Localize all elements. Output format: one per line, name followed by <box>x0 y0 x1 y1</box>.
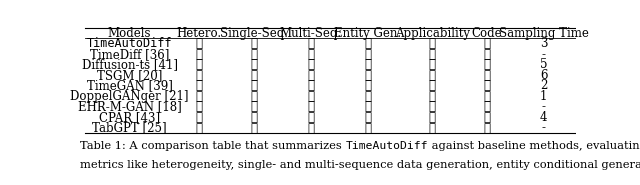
Text: Table 1: A comparison table that summarizes: Table 1: A comparison table that summari… <box>80 141 346 151</box>
Text: Code: Code <box>472 27 502 40</box>
Text: ✓: ✓ <box>250 69 257 82</box>
Text: CPAR [43]: CPAR [43] <box>99 111 160 124</box>
Text: metrics like heterogeneity, single- and multi-sequence data generation, entity c: metrics like heterogeneity, single- and … <box>80 160 640 170</box>
Text: ✗: ✗ <box>196 79 202 92</box>
Text: ✗: ✗ <box>307 90 314 103</box>
Text: -: - <box>541 48 546 61</box>
Text: Applicability: Applicability <box>395 27 470 40</box>
Text: ✓: ✓ <box>429 58 436 71</box>
Text: 2: 2 <box>540 79 547 92</box>
Text: ✓: ✓ <box>483 90 490 103</box>
Text: ✓: ✓ <box>307 37 314 50</box>
Text: ✗: ✗ <box>307 69 314 82</box>
Text: ✓: ✓ <box>250 58 257 71</box>
Text: ✗: ✗ <box>364 69 371 82</box>
Text: ✓: ✓ <box>250 48 257 61</box>
Text: EHR-M-GAN [18]: EHR-M-GAN [18] <box>77 100 182 113</box>
Text: ✗: ✗ <box>364 111 371 124</box>
Text: ✗: ✗ <box>250 111 257 124</box>
Text: ✓: ✓ <box>196 48 202 61</box>
Text: ✗: ✗ <box>364 90 371 103</box>
Text: TimeAutoDiff: TimeAutoDiff <box>346 141 428 151</box>
Text: ✗: ✗ <box>196 58 202 71</box>
Text: ✗: ✗ <box>429 100 436 113</box>
Text: ✓: ✓ <box>196 122 202 134</box>
Text: ✓: ✓ <box>196 37 202 50</box>
Text: ✓: ✓ <box>250 79 257 92</box>
Text: DoppelGANger [21]: DoppelGANger [21] <box>70 90 189 103</box>
Text: ✓: ✓ <box>429 79 436 92</box>
Text: ✗: ✗ <box>483 48 490 61</box>
Text: Hetero.: Hetero. <box>177 27 221 40</box>
Text: ✓: ✓ <box>196 100 202 113</box>
Text: ✓: ✓ <box>483 69 490 82</box>
Text: Multi-Seq.: Multi-Seq. <box>280 27 342 40</box>
Text: ✓: ✓ <box>429 111 436 124</box>
Text: ✓: ✓ <box>250 90 257 103</box>
Text: ✓: ✓ <box>483 122 490 134</box>
Text: against baseline methods, evaluating: against baseline methods, evaluating <box>428 141 640 151</box>
Text: ✗: ✗ <box>250 122 257 134</box>
Text: ✗: ✗ <box>196 90 202 103</box>
Text: ✗: ✗ <box>307 48 314 61</box>
Text: ✓: ✓ <box>364 37 371 50</box>
Text: TabGPT [25]: TabGPT [25] <box>92 122 167 134</box>
Text: ✗: ✗ <box>307 58 314 71</box>
Text: ✗: ✗ <box>429 48 436 61</box>
Text: ✗: ✗ <box>364 58 371 71</box>
Text: ✓: ✓ <box>483 111 490 124</box>
Text: ✗: ✗ <box>307 79 314 92</box>
Text: ✓: ✓ <box>483 79 490 92</box>
Text: ✓: ✓ <box>307 111 314 124</box>
Text: -: - <box>541 100 546 113</box>
Text: ✓: ✓ <box>483 100 490 113</box>
Text: ✓: ✓ <box>250 37 257 50</box>
Text: ✓: ✓ <box>307 122 314 134</box>
Text: ✓: ✓ <box>429 37 436 50</box>
Text: TSGM [20]: TSGM [20] <box>97 69 163 82</box>
Text: ✗: ✗ <box>364 48 371 61</box>
Text: ✓: ✓ <box>483 37 490 50</box>
Text: ✗: ✗ <box>196 69 202 82</box>
Text: -: - <box>541 122 546 134</box>
Text: ✓: ✓ <box>483 58 490 71</box>
Text: Models: Models <box>108 27 151 40</box>
Text: TimeDiff [36]: TimeDiff [36] <box>90 48 170 61</box>
Text: 4: 4 <box>540 111 547 124</box>
Text: 1: 1 <box>540 90 547 103</box>
Text: Sampling Time: Sampling Time <box>499 27 589 40</box>
Text: Entity Gen.: Entity Gen. <box>334 27 401 40</box>
Text: Diffusion-ts [41]: Diffusion-ts [41] <box>82 58 178 71</box>
Text: ✗: ✗ <box>364 122 371 134</box>
Text: ✓: ✓ <box>429 69 436 82</box>
Text: ✓: ✓ <box>196 111 202 124</box>
Text: TimeGAN [39]: TimeGAN [39] <box>86 79 173 92</box>
Text: ✗: ✗ <box>307 100 314 113</box>
Text: ✗: ✗ <box>364 100 371 113</box>
Text: ✓: ✓ <box>250 100 257 113</box>
Text: ✓: ✓ <box>429 90 436 103</box>
Text: 3: 3 <box>540 37 547 50</box>
Text: Single-Seq.: Single-Seq. <box>220 27 287 40</box>
Text: ✗: ✗ <box>429 122 436 134</box>
Text: 5: 5 <box>540 58 547 71</box>
Text: 6: 6 <box>540 69 547 82</box>
Text: ✗: ✗ <box>364 79 371 92</box>
Text: TimeAutoDiff: TimeAutoDiff <box>87 37 172 50</box>
